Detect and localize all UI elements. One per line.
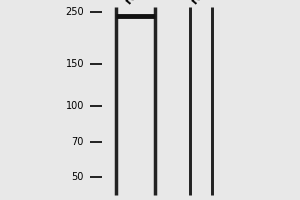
Text: 70: 70 <box>72 137 84 147</box>
Text: 150: 150 <box>65 59 84 69</box>
Text: 100: 100 <box>66 101 84 111</box>
Text: 250: 250 <box>65 7 84 17</box>
Text: 50: 50 <box>72 172 84 182</box>
Text: rat brain: rat brain <box>124 0 165 6</box>
Text: rat brain: rat brain <box>190 0 231 6</box>
